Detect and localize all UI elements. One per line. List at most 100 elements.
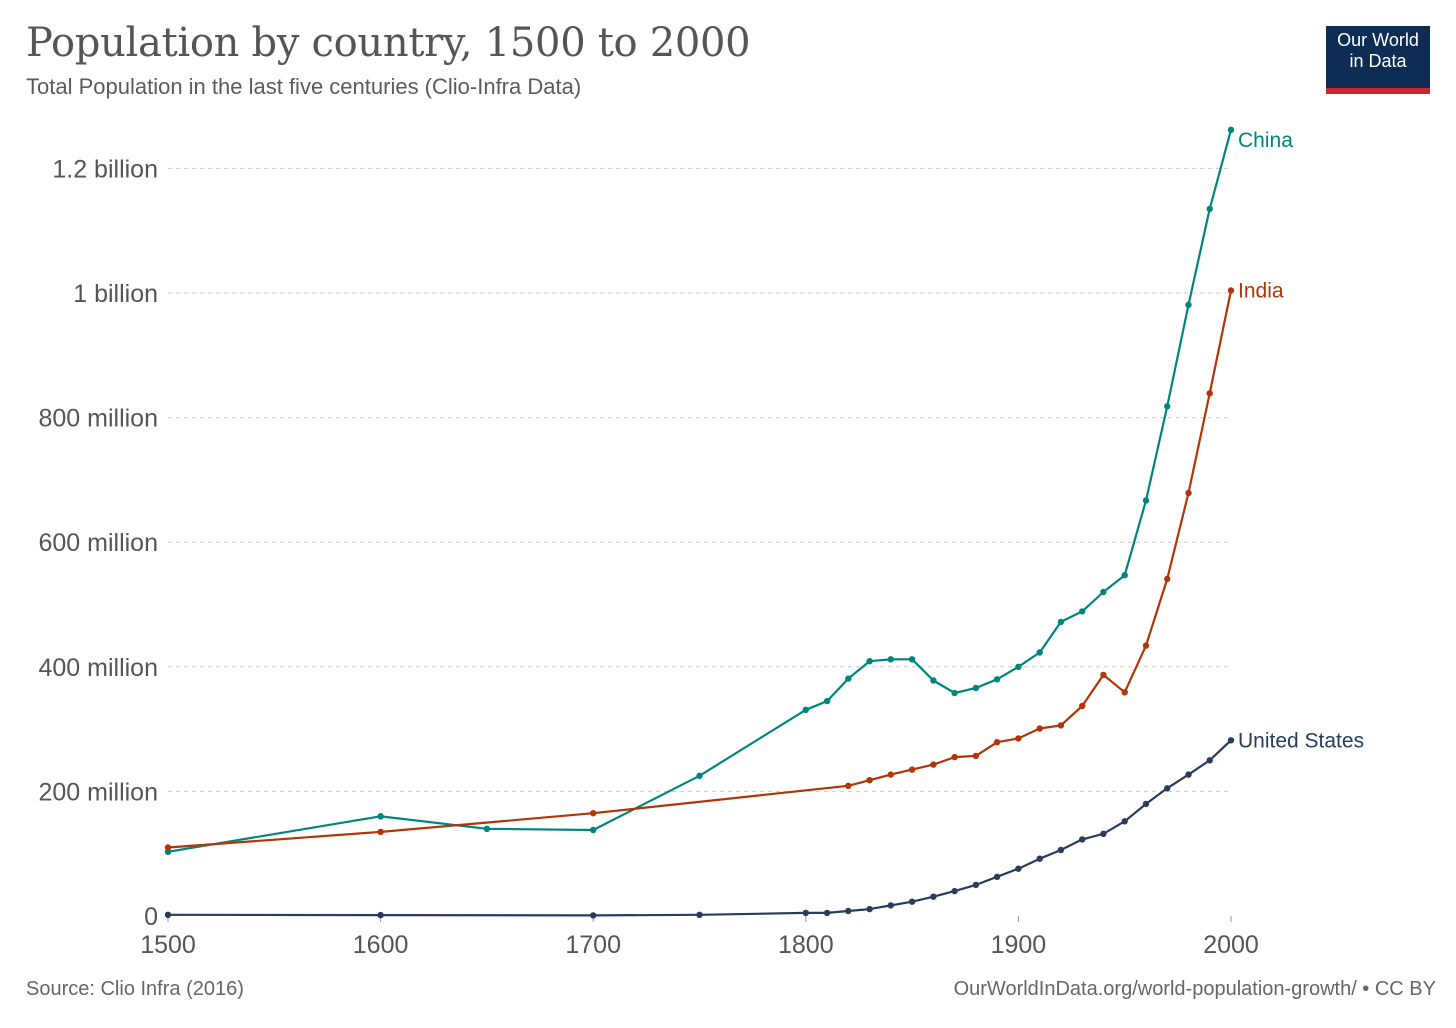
data-point-india[interactable] [1121,689,1128,696]
owid-logo[interactable]: Our World in Data [1326,26,1430,94]
data-point-india[interactable] [1057,722,1065,729]
data-point-india[interactable] [1206,390,1213,397]
y-tick-label: 0 [144,903,158,931]
data-point-china[interactable] [951,689,958,697]
data-point-united-states[interactable] [951,887,958,895]
x-axis-ticks: 1500 1600 1700 1800 1900 2000 [140,916,1259,959]
data-point-india[interactable] [1185,489,1192,497]
data-point-india[interactable] [590,810,597,817]
data-point-india[interactable] [930,761,937,768]
data-point-united-states[interactable] [1079,836,1086,843]
series-label-united-states[interactable]: United States [1238,729,1364,752]
series-labels: China India United States [1238,129,1364,753]
data-point-united-states[interactable] [1121,818,1128,825]
data-point-india[interactable] [972,752,980,760]
data-point-china[interactable] [377,813,384,820]
data-point-united-states[interactable] [993,873,1001,880]
data-point-china[interactable] [1164,403,1171,410]
data-point-india[interactable] [1015,735,1022,742]
data-point-china[interactable] [483,825,491,832]
license-link[interactable]: OurWorldInData.org/world-population-grow… [953,978,1436,1000]
series-line-india[interactable] [167,290,1233,849]
y-tick-label: 200 million [38,778,158,806]
data-point-china[interactable] [972,684,980,692]
data-point-china[interactable] [1015,663,1022,670]
data-point-china[interactable] [1206,205,1213,213]
data-point-china[interactable] [993,676,1001,683]
data-point-india[interactable] [1079,702,1086,710]
x-tick-label: 2000 [1203,931,1259,959]
data-point-united-states[interactable] [1057,846,1065,854]
data-point-china[interactable] [696,772,703,779]
data-point-united-states[interactable] [887,902,894,909]
data-point-united-states[interactable] [164,911,172,918]
x-tick-label: 1800 [778,931,834,959]
data-point-china[interactable] [1100,588,1107,596]
data-point-united-states[interactable] [590,912,597,919]
x-tick-label: 1700 [565,931,621,959]
data-point-united-states[interactable] [1036,855,1043,862]
data-point-india[interactable] [1227,287,1235,294]
source-note: Source: Clio Infra (2016) [26,978,244,1000]
data-point-india[interactable] [377,828,384,836]
data-point-china[interactable] [1185,301,1192,308]
data-point-united-states[interactable] [377,911,384,919]
series-line-china[interactable] [167,129,1233,853]
data-point-united-states[interactable] [908,898,916,905]
data-point-india[interactable] [1164,575,1171,583]
series-line-united-states[interactable] [167,739,1232,917]
data-point-india[interactable] [866,777,873,784]
data-point-china[interactable] [1057,618,1065,626]
data-point-china[interactable] [1121,572,1128,579]
data-point-india[interactable] [908,766,916,773]
data-point-india[interactable] [993,739,1001,746]
y-tick-label: 600 million [38,529,158,557]
data-point-china[interactable] [1227,126,1235,133]
data-point-china[interactable] [887,656,894,663]
data-point-united-states[interactable] [802,909,809,917]
data-point-united-states[interactable] [1227,737,1235,744]
x-tick-label: 1600 [353,931,409,959]
y-tick-label: 800 million [38,405,158,433]
data-point-india[interactable] [845,782,852,789]
data-point-china[interactable] [802,706,809,713]
data-point-united-states[interactable] [1142,800,1150,808]
data-point-india[interactable] [887,771,894,778]
data-point-india[interactable] [1100,671,1107,679]
chart-title: Population by country, 1500 to 2000 [26,20,751,66]
data-point-united-states[interactable] [866,905,873,913]
data-point-india[interactable] [164,844,172,851]
x-tick-label: 1500 [140,931,196,959]
data-point-china[interactable] [845,675,852,682]
y-tick-label: 400 million [38,654,158,682]
series-layer [164,126,1235,919]
data-point-china[interactable] [1142,497,1150,504]
data-point-united-states[interactable] [696,911,703,918]
data-point-china[interactable] [590,826,597,834]
data-point-india[interactable] [951,753,958,761]
data-point-united-states[interactable] [1164,785,1171,792]
data-point-united-states[interactable] [1185,771,1192,778]
data-point-united-states[interactable] [823,909,831,917]
data-point-china[interactable] [1036,649,1043,656]
y-tick-label: 1.2 billion [52,155,158,183]
series-label-india[interactable]: India [1238,280,1284,303]
series-label-china[interactable]: China [1238,129,1293,152]
data-point-china[interactable] [908,656,916,663]
data-point-united-states[interactable] [845,907,852,915]
data-point-india[interactable] [1036,725,1043,732]
data-point-india[interactable] [1142,642,1150,649]
data-point-china[interactable] [823,697,831,705]
data-point-china[interactable] [930,677,937,684]
y-axis-ticks: 0 200 million 400 million 600 million 800 mi… [38,155,158,931]
data-point-united-states[interactable] [1015,865,1022,872]
data-point-united-states[interactable] [1206,757,1213,764]
data-point-united-states[interactable] [972,881,980,889]
data-point-united-states[interactable] [1100,830,1107,837]
grid-layer [168,167,1231,792]
logo-line-2: in Data [1349,51,1407,71]
data-point-china[interactable] [866,658,873,665]
data-point-china[interactable] [1079,608,1086,615]
x-tick-label: 1900 [991,931,1047,959]
data-point-united-states[interactable] [930,893,937,900]
